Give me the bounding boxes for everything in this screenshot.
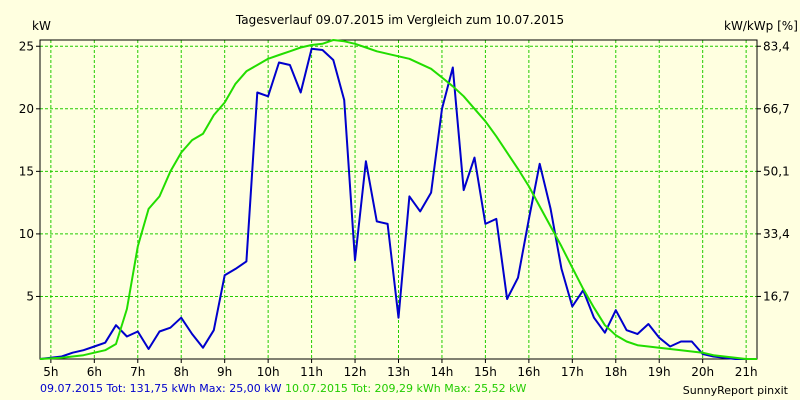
y-tick-label-right: 50,1 <box>763 164 790 178</box>
y-tick-label-right: 33,4 <box>763 227 790 241</box>
x-tick-label: 17h <box>561 365 584 379</box>
y-tick-label-left: 25 <box>19 39 34 53</box>
x-tick-label: 19h <box>648 365 671 379</box>
y-tick-label-right: 83,4 <box>763 39 790 53</box>
x-tick-label: 6h <box>87 365 102 379</box>
y-tick-label-left: 10 <box>19 227 34 241</box>
x-tick-label: 11h <box>300 365 323 379</box>
y-tick-label-left: 5 <box>26 289 34 303</box>
series-lines <box>39 39 757 360</box>
series1-summary: 09.07.2015 Tot: 131,75 kWh Max: 25,00 kW <box>40 382 282 395</box>
y-axis-label-right: kW/kWp [%] <box>724 19 798 33</box>
x-tick-label: 12h <box>344 365 367 379</box>
y-tick-label-right: 66,7 <box>763 102 790 116</box>
x-tick-label: 18h <box>604 365 627 379</box>
x-tick-label: 7h <box>130 365 145 379</box>
grid <box>40 40 757 359</box>
x-tick-label: 20h <box>691 365 714 379</box>
x-tick-label: 10h <box>257 365 280 379</box>
x-tick-label: 5h <box>43 365 58 379</box>
y-tick-label-right: 16,7 <box>763 289 790 303</box>
y-tick-label-left: 20 <box>19 102 34 116</box>
x-tick-label: 8h <box>174 365 189 379</box>
y-axis-label-left: kW <box>32 19 51 33</box>
chart-title: Tagesverlauf 09.07.2015 im Vergleich zum… <box>235 13 564 27</box>
credit-text: SunnyReport pinxit <box>682 384 788 397</box>
x-tick-label: 15h <box>474 365 497 379</box>
x-tick-label: 16h <box>517 365 540 379</box>
series-line-10.07.2015 <box>39 39 757 360</box>
footer-summary: 09.07.2015 Tot: 131,75 kWh Max: 25,00 kW… <box>40 382 526 395</box>
y-tick-label-left: 15 <box>19 164 34 178</box>
x-tick-label: 9h <box>217 365 232 379</box>
ticks: 5h 6h 7h 8h 9h 10h 11h 12h 13h 14h 15h 16h 17h 18h 19h… <box>19 39 790 379</box>
series-line-09.07.2015 <box>39 47 757 360</box>
x-tick-label: 14h <box>431 365 454 379</box>
series2-summary: 10.07.2015 Tot: 209,29 kWh Max: 25,52 kW <box>284 382 527 395</box>
x-tick-label: 21h <box>735 365 758 379</box>
x-tick-label: 13h <box>387 365 410 379</box>
